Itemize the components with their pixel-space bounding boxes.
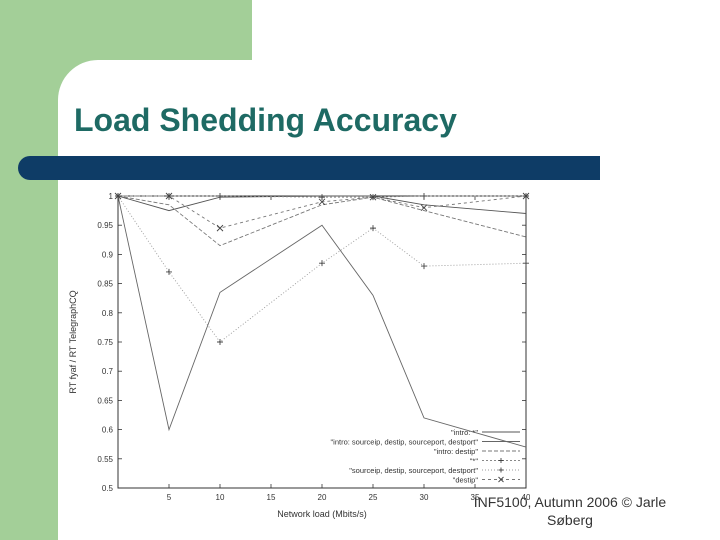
data-point <box>318 198 326 206</box>
y-tick-label: 0.95 <box>97 221 113 230</box>
x-tick-label: 20 <box>318 493 327 502</box>
legend-label: "intro: destip" <box>434 447 478 456</box>
x-tick-label: 15 <box>267 493 276 502</box>
series-lines <box>117 195 527 448</box>
data-point <box>216 224 224 232</box>
x-tick-label: 10 <box>216 493 225 502</box>
series-line <box>118 195 527 229</box>
y-tick-label: 0.75 <box>97 338 113 347</box>
slide-title: Load Shedding Accuracy <box>74 102 457 138</box>
data-point <box>217 339 223 345</box>
chart-legend: "intro: *""intro: sourceip, destip, sour… <box>331 428 520 485</box>
data-point <box>165 192 173 200</box>
y-tick-label: 0.6 <box>102 426 114 435</box>
data-point <box>421 193 427 199</box>
line-chart: 0.5 0.55 0.6 0.65 0.7 0.75 0.8 0.85 0.9 0.95 1 5 10… <box>68 192 530 519</box>
y-tick-label: 0.65 <box>97 396 113 405</box>
data-point <box>369 193 377 201</box>
y-tick-label: 0.7 <box>102 367 114 376</box>
data-point <box>114 192 122 200</box>
data-point <box>421 263 427 270</box>
legend-label: "*" <box>470 457 479 466</box>
title-underline-bar <box>18 156 600 180</box>
x-tick-label: 25 <box>369 493 378 502</box>
data-point <box>217 193 223 199</box>
x-tick-label: 30 <box>420 493 429 502</box>
legend-marker <box>498 467 504 473</box>
legend-label: "sourceip, destip, sourceport, destport" <box>349 466 478 475</box>
data-point <box>522 192 530 200</box>
x-axis-label: Network load (Mbits/s) <box>277 509 367 519</box>
x-tick-label: 40 <box>522 493 530 502</box>
x-tick-label: 35 <box>471 493 480 502</box>
data-point <box>523 260 529 267</box>
series-line <box>117 195 527 247</box>
y-tick-label: 0.8 <box>102 309 114 318</box>
data-point <box>319 194 325 201</box>
y-tick-label: 0.55 <box>97 455 113 464</box>
legend-marker <box>498 458 504 463</box>
data-point <box>319 260 325 267</box>
series-markers <box>114 192 530 345</box>
legend-label: "destip" <box>453 476 479 485</box>
legend-marker <box>498 476 504 483</box>
series-line <box>117 195 527 343</box>
legend-label: "intro: sourceip, destip, sourceport, de… <box>331 438 479 447</box>
slide-footer: INF5100, Autumn 2006 © Jarle Søberg <box>473 494 667 528</box>
y-axis-label: RT fyaf / RT TelegraphCQ <box>68 290 78 393</box>
legend-label: "intro: *" <box>451 428 478 437</box>
content-panel <box>58 60 720 540</box>
data-point <box>166 268 172 275</box>
x-tick-label: 5 <box>167 493 172 502</box>
data-point <box>370 225 376 232</box>
y-tick-label: 1 <box>109 192 114 201</box>
y-tick-label: 0.85 <box>97 280 113 289</box>
y-tick-label: 0.5 <box>102 484 114 493</box>
data-point <box>420 204 428 211</box>
y-tick-label: 0.9 <box>102 250 114 259</box>
series-line <box>117 195 527 448</box>
y-axis-ticks: 0.5 0.55 0.6 0.65 0.7 0.75 0.8 0.85 0.9 0.95 1 <box>97 192 526 493</box>
